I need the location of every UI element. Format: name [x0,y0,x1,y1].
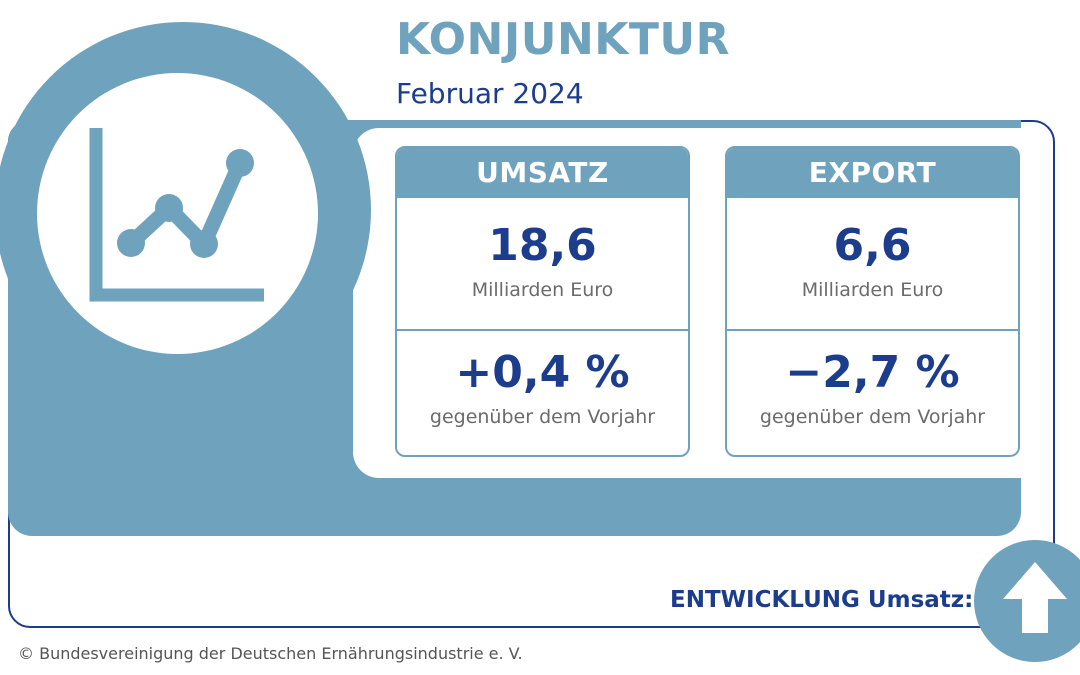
card-unit: Milliarden Euro [801,279,944,301]
page-subtitle: Februar 2024 [396,77,584,110]
page-title: KONJUNKTUR [396,14,730,65]
umsatz-card: UMSATZ 18,6 Milliarden Euro +0,4 % gegen… [395,146,690,457]
card-value-section: 18,6 Milliarden Euro [397,198,688,331]
card-change-label: gegenüber dem Vorjahr [429,406,656,428]
card-unit: Milliarden Euro [471,279,614,301]
card-value-section: 6,6 Milliarden Euro [727,198,1018,331]
development-label: ENTWICKLUNG Umsatz: [670,587,974,613]
card-change-section: −2,7 % gegenüber dem Vorjahr [727,331,1018,455]
card-heading: EXPORT [727,148,1018,198]
card-change: −2,7 % [785,347,960,398]
card-value: 6,6 [833,220,912,271]
card-value: 18,6 [488,220,597,271]
line-chart-icon [89,128,264,302]
card-change-label: gegenüber dem Vorjahr [759,406,986,428]
copyright-notice: © Bundesvereinigung der Deutschen Ernähr… [18,644,523,663]
card-heading: UMSATZ [397,148,688,198]
trend-circle [974,540,1080,662]
card-change-section: +0,4 % gegenüber dem Vorjahr [397,331,688,455]
card-change: +0,4 % [455,347,630,398]
arrow-up-icon [1003,562,1067,633]
export-card: EXPORT 6,6 Milliarden Euro −2,7 % gegenü… [725,146,1020,457]
